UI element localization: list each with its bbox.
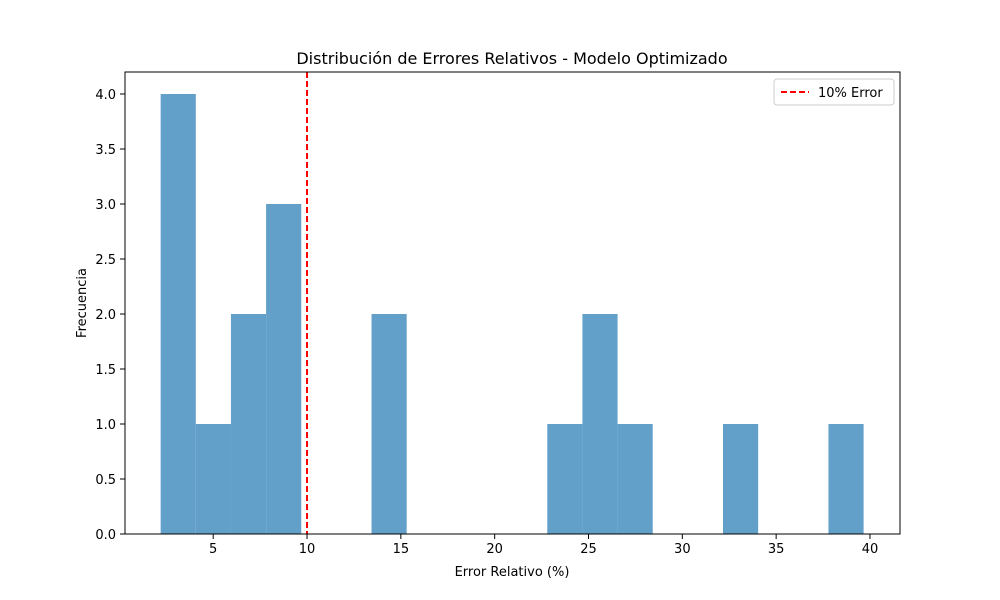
y-ticks: 0.0 0.5 1.0 1.5 2.0 2.5 3.0 3.5 4.0	[95, 88, 125, 543]
histogram-bar	[828, 424, 864, 534]
chart-title: Distribución de Errores Relativos - Mode…	[296, 49, 727, 68]
histogram-bar	[266, 204, 302, 534]
histogram-bar	[582, 314, 618, 534]
y-tick-label: 0.0	[95, 528, 116, 543]
x-tick-label: 35	[768, 542, 785, 557]
histogram-bar	[617, 424, 653, 534]
x-tick-label: 10	[299, 542, 316, 557]
y-tick-label: 3.0	[95, 198, 116, 213]
legend: 10% Error	[773, 78, 895, 106]
x-tick-label: 30	[674, 542, 691, 557]
x-ticks: 5 10 15 20 25 30 35 40	[209, 534, 878, 557]
histogram-bar	[723, 424, 759, 534]
x-axis-label: Error Relativo (%)	[455, 565, 570, 580]
y-tick-label: 1.5	[95, 363, 116, 378]
y-tick-label: 4.0	[95, 88, 116, 103]
y-tick-label: 2.5	[95, 253, 116, 268]
bars-group	[160, 94, 864, 534]
histogram-bar	[160, 94, 196, 534]
y-tick-label: 3.5	[95, 143, 116, 158]
y-tick-label: 2.0	[95, 308, 116, 323]
x-tick-label: 25	[580, 542, 597, 557]
x-tick-label: 40	[862, 542, 879, 557]
legend-box	[773, 78, 895, 106]
y-tick-label: 1.0	[95, 418, 116, 433]
y-tick-label: 0.5	[95, 473, 116, 488]
histogram-bar	[371, 314, 407, 534]
y-axis-label: Frecuencia	[75, 268, 90, 338]
legend-entry-label: 10% Error	[818, 86, 883, 101]
histogram-bar	[547, 424, 583, 534]
plot-frame	[124, 71, 901, 535]
x-tick-label: 20	[486, 542, 503, 557]
x-tick-label: 15	[393, 542, 410, 557]
x-tick-label: 5	[209, 542, 217, 557]
histogram-bar	[195, 424, 231, 534]
histogram-bar	[230, 314, 267, 534]
